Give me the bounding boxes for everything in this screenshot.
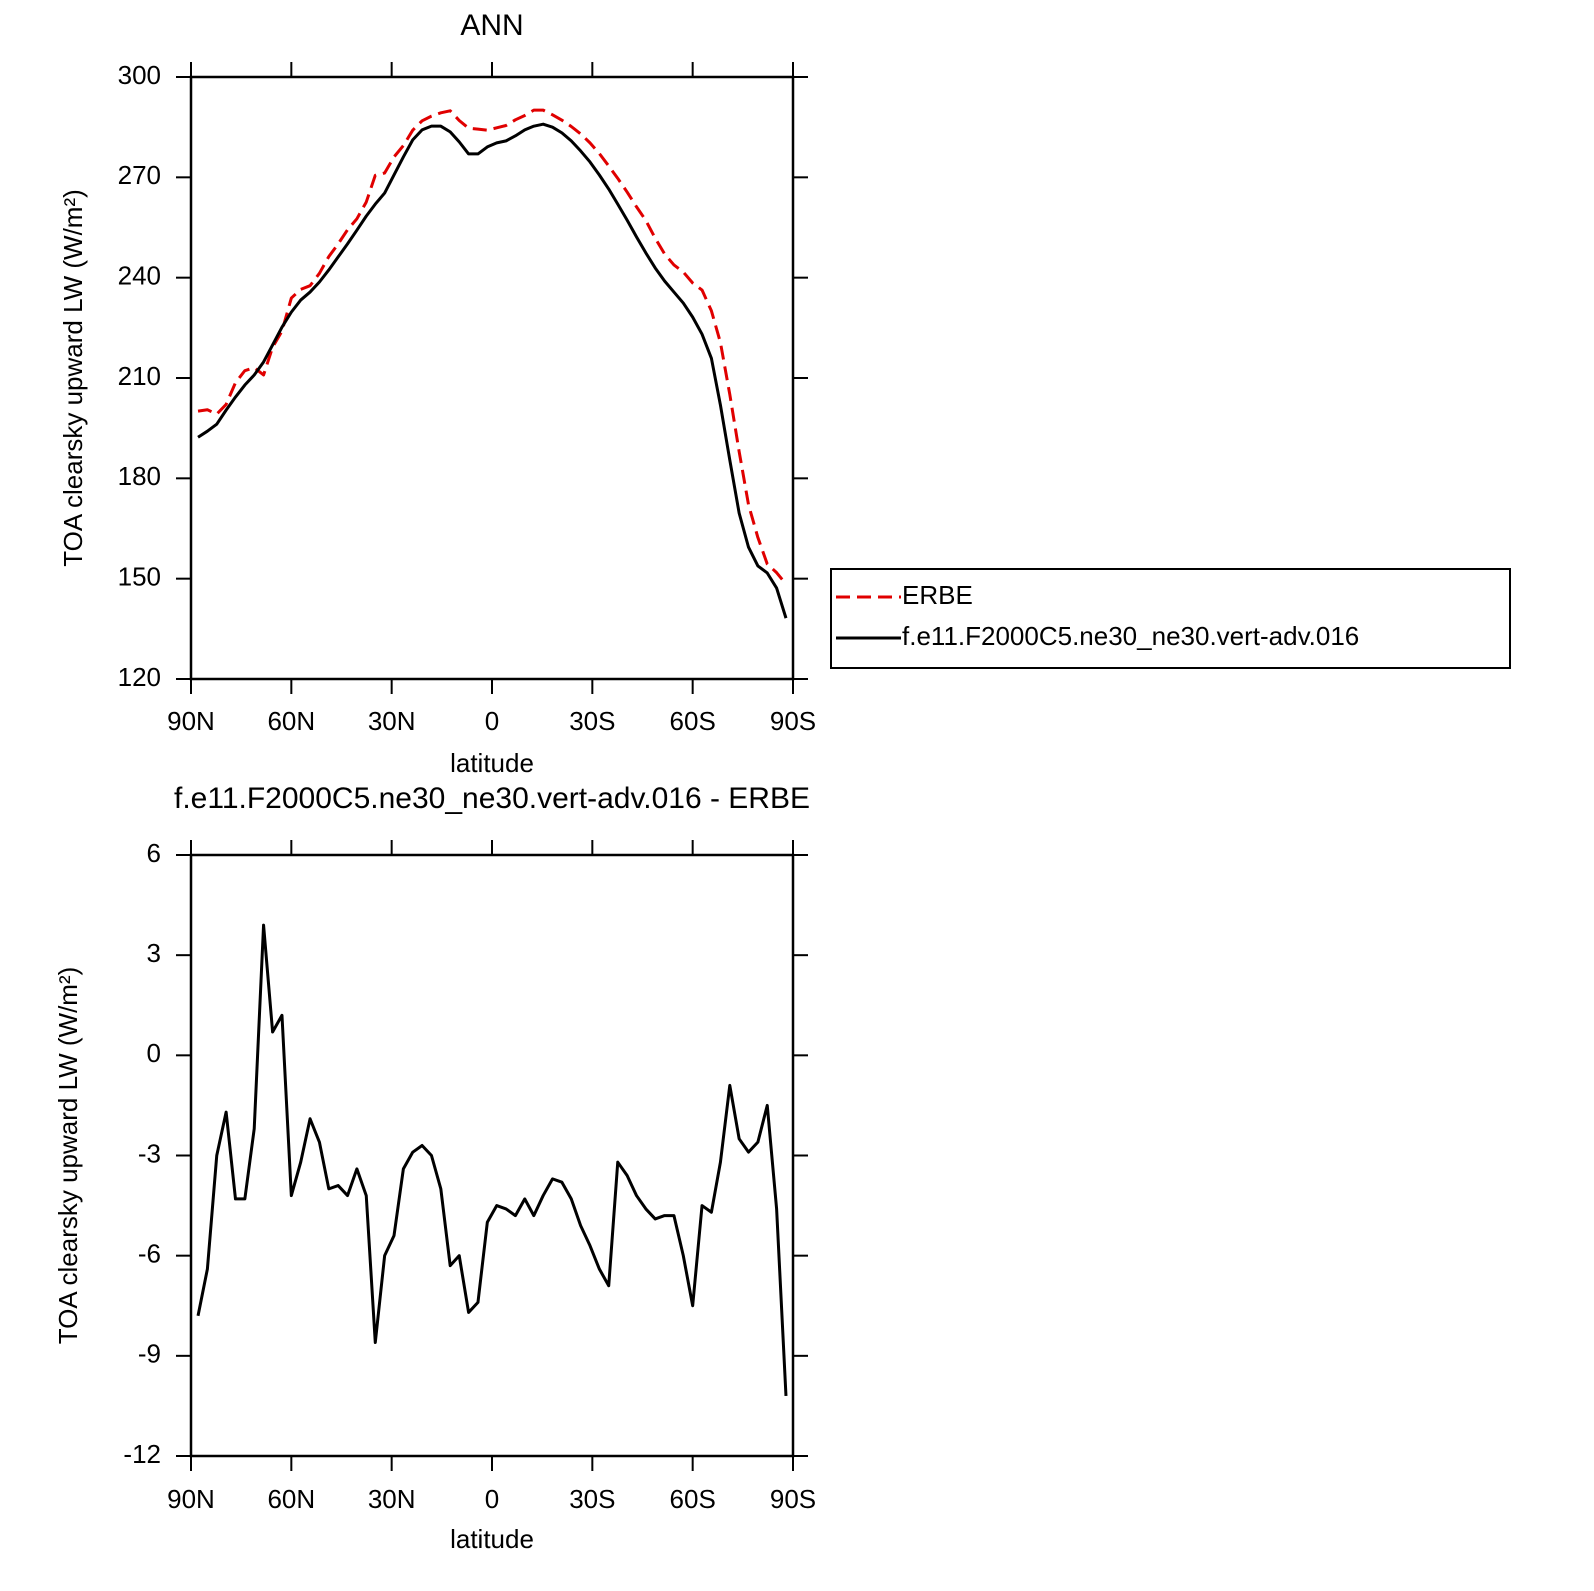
x-tick-label: 30S bbox=[569, 1484, 615, 1514]
legend-box bbox=[830, 568, 1511, 669]
x-tick-label: 90N bbox=[167, 1484, 215, 1514]
chart-title: f.e11.F2000C5.ne30_ne30.vert-adv.016 - E… bbox=[174, 782, 810, 815]
y-tick-label: -9 bbox=[138, 1339, 161, 1369]
chart-title: ANN bbox=[460, 9, 523, 42]
x-tick-label: 0 bbox=[485, 706, 499, 736]
x-tick-label: 60S bbox=[670, 1484, 716, 1514]
y-tick-label: 120 bbox=[118, 662, 161, 692]
x-tick-label: 0 bbox=[485, 1484, 499, 1514]
y-tick-label: 150 bbox=[118, 562, 161, 592]
y-axis-label: TOA clearsky upward LW (W/m²) bbox=[58, 189, 88, 567]
y-tick-label: 6 bbox=[147, 838, 161, 868]
y-tick-label: -6 bbox=[138, 1239, 161, 1269]
x-tick-label: 30N bbox=[368, 1484, 416, 1514]
data-line bbox=[196, 923, 788, 1396]
x-tick-label: 90S bbox=[770, 706, 816, 736]
x-axis-label: latitude bbox=[450, 748, 534, 778]
plot-frame bbox=[189, 853, 795, 1458]
x-tick-label: 60N bbox=[267, 1484, 315, 1514]
y-tick-label: 3 bbox=[147, 938, 161, 968]
x-tick-label: 60S bbox=[670, 706, 716, 736]
legend-label: f.e11.F2000C5.ne30_ne30.vert-adv.016 bbox=[902, 621, 1359, 651]
y-tick-label: 270 bbox=[118, 160, 161, 190]
x-axis-label: latitude bbox=[450, 1524, 534, 1554]
plot-frame bbox=[189, 75, 795, 681]
y-tick-label: 0 bbox=[147, 1038, 161, 1068]
x-tick-label: 30N bbox=[368, 706, 416, 736]
y-tick-label: -3 bbox=[138, 1138, 161, 1168]
x-tick-label: 30S bbox=[569, 706, 615, 736]
y-tick-label: 210 bbox=[118, 361, 161, 391]
y-axis-label: TOA clearsky upward LW (W/m²) bbox=[53, 967, 83, 1345]
x-tick-label: 90N bbox=[167, 706, 215, 736]
y-tick-label: 300 bbox=[118, 60, 161, 90]
legend-label: ERBE bbox=[902, 580, 973, 610]
y-tick-label: 180 bbox=[118, 461, 161, 491]
y-tick-label: -12 bbox=[123, 1439, 161, 1469]
data-line bbox=[197, 108, 788, 585]
y-tick-label: 240 bbox=[118, 261, 161, 291]
x-tick-label: 90S bbox=[770, 1484, 816, 1514]
x-tick-label: 60N bbox=[267, 706, 315, 736]
data-line bbox=[197, 122, 788, 619]
